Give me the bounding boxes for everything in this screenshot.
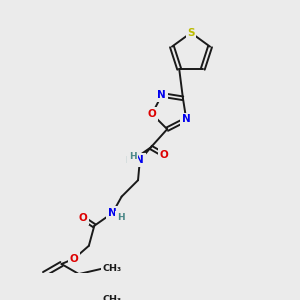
Text: N: N [182, 114, 191, 124]
Text: S: S [187, 28, 195, 38]
Text: CH₃: CH₃ [103, 295, 122, 300]
Text: CH₃: CH₃ [103, 264, 122, 273]
Text: H: H [125, 156, 133, 165]
Text: O: O [70, 254, 79, 264]
Text: N: N [158, 90, 166, 100]
Text: H: H [129, 152, 136, 161]
Text: O: O [148, 109, 156, 119]
Text: O: O [159, 150, 168, 160]
Text: H: H [117, 213, 124, 222]
Text: N: N [136, 155, 144, 165]
Text: N: N [108, 208, 117, 218]
Text: O: O [79, 214, 88, 224]
Text: N: N [136, 155, 144, 165]
